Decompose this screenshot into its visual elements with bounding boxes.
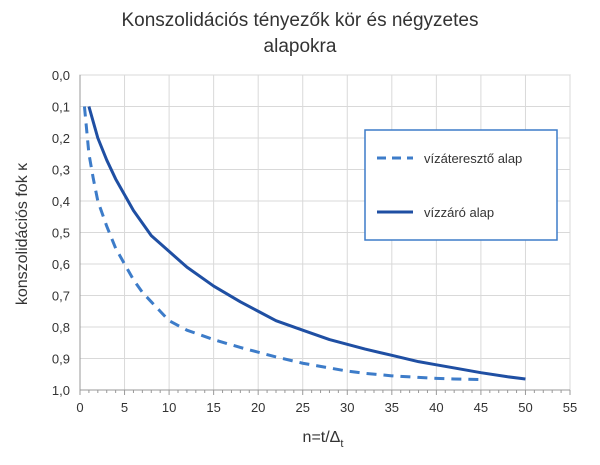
x-tick-label: 5 [121, 400, 128, 415]
y-axis-label: konszolidációs fok κ [14, 162, 31, 305]
y-tick-label: 0,5 [52, 226, 70, 241]
series-line-1 [87, 106, 526, 381]
y-tick-label: 0,4 [52, 194, 70, 209]
y-tick-label: 0,9 [52, 352, 70, 367]
x-axis-label-subscript: t [340, 438, 343, 450]
x-tick-label: 30 [340, 400, 354, 415]
x-tick-label: 15 [206, 400, 220, 415]
y-tick-label: 0,1 [52, 100, 70, 115]
legend: vízáteresztő alap vízzáró alap [364, 129, 558, 241]
x-tick-label: 55 [563, 400, 577, 415]
y-tick-label: 1,0 [52, 383, 70, 398]
y-tick-label: 0,7 [52, 289, 70, 304]
legend-label-permeable: vízáteresztő alap [424, 151, 522, 166]
tick-labels: 0 5 10 15 20 25 30 35 40 45 50 55 0,0 0,1 0,2 0,3 0,4 0,5… [52, 68, 577, 415]
y-tick-label: 0,6 [52, 257, 70, 272]
legend-label-impermeable: vízzáró alap [424, 205, 494, 220]
series-line-0 [82, 106, 481, 382]
x-tick-label: 45 [474, 400, 488, 415]
axes [79, 75, 571, 395]
x-tick-label: 40 [429, 400, 443, 415]
x-tick-label: 35 [385, 400, 399, 415]
x-axis-label: n=t/Δt [303, 429, 344, 450]
chart-title-line-2: alapokra [264, 36, 337, 57]
y-tick-label: 0,8 [52, 320, 70, 335]
x-tick-label: 25 [295, 400, 309, 415]
x-axis-label-main: n=t/Δ [303, 429, 341, 446]
x-tick-label: 50 [518, 400, 532, 415]
y-tick-label: 0,0 [52, 68, 70, 83]
series-lines [82, 106, 526, 382]
y-tick-label: 0,3 [52, 163, 70, 178]
x-tick-label: 10 [162, 400, 176, 415]
y-tick-label: 0,2 [52, 131, 70, 146]
chart-title-line-1: Konszolidációs tényezők kör és négyzetes [122, 10, 479, 31]
x-tick-label: 20 [251, 400, 265, 415]
legend-box [364, 129, 558, 241]
x-tick-label: 0 [76, 400, 83, 415]
